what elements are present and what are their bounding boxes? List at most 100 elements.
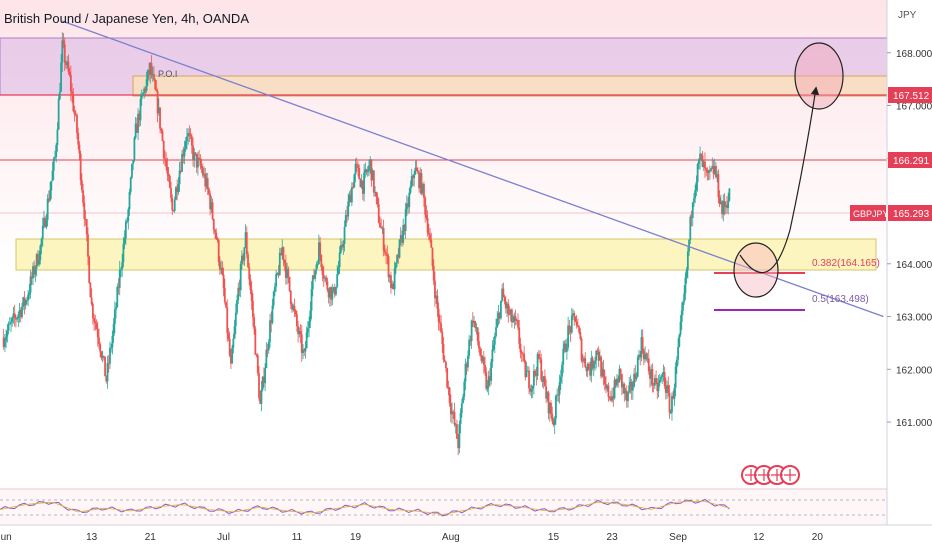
candle-body [493, 336, 496, 345]
candle-body [311, 275, 314, 290]
candle-body [138, 113, 141, 121]
candle-body [35, 254, 38, 269]
candle-body [585, 366, 588, 372]
candle-body [545, 386, 548, 399]
candle-body [256, 355, 259, 374]
candle-body [197, 157, 199, 168]
price-tick-label: 163.000 [896, 313, 932, 324]
candle-body [485, 371, 488, 389]
candle-body [88, 256, 91, 283]
candle-body [454, 424, 457, 426]
candle-body [491, 349, 494, 363]
candle-body [393, 268, 396, 290]
candle-body [447, 387, 450, 389]
candle-body [365, 169, 368, 172]
candle-body [79, 153, 82, 181]
symbol-label: GBPJPY [853, 209, 889, 219]
event-icons [741, 465, 800, 485]
candle-body [518, 327, 521, 344]
candle-body [570, 315, 573, 333]
candle-body [383, 250, 386, 253]
candle-body [234, 312, 237, 327]
candle-body [564, 343, 567, 352]
target-circle [794, 42, 844, 110]
candle-body [584, 358, 587, 367]
candle-body [446, 368, 449, 388]
time-tick-label: 11 [292, 532, 303, 543]
time-tick-label: 15 [548, 532, 560, 543]
candle-body [124, 221, 127, 239]
candle-body [723, 200, 726, 207]
candle-body [87, 234, 89, 257]
candle-body [544, 376, 546, 387]
candle-body [65, 62, 67, 66]
candle-body [338, 252, 341, 268]
candle-body [480, 355, 483, 361]
rsi-ma-line [0, 500, 730, 515]
candle-body [76, 114, 78, 133]
candle-body [267, 341, 270, 351]
candle-body [154, 79, 157, 90]
currency-label: JPY [898, 10, 917, 21]
candle-body [109, 347, 111, 364]
candle-body [408, 192, 411, 208]
candle-body [313, 275, 315, 279]
candle-body [6, 330, 9, 337]
candle-body [200, 165, 203, 169]
candle-body [546, 392, 549, 399]
candle-body [284, 263, 287, 278]
candle-body [448, 387, 451, 403]
candle-body [111, 335, 114, 348]
candle-body [335, 286, 337, 295]
candle-body [403, 224, 406, 232]
candle-body [425, 214, 428, 218]
candle-body [529, 388, 532, 392]
candle-body [127, 209, 130, 222]
candle-body [695, 182, 698, 191]
candle-body [708, 170, 711, 172]
candle-body [160, 128, 163, 131]
candle-body [495, 327, 497, 337]
candle-body [508, 313, 511, 315]
candle-body [176, 187, 179, 193]
candle-body [304, 348, 307, 352]
candle-body [66, 61, 69, 66]
candle-body [638, 354, 640, 358]
candle-body [522, 353, 524, 355]
candle-body [43, 218, 45, 226]
candle-body [684, 277, 687, 294]
candle-body [636, 357, 639, 377]
candle-body [223, 287, 226, 302]
candle-body [77, 132, 80, 145]
candle-body [468, 339, 471, 357]
candle-body [405, 203, 408, 210]
candle-body [420, 173, 423, 194]
candle-body [61, 40, 64, 63]
candle-body [177, 184, 180, 193]
candle-body [635, 376, 638, 379]
candle-body [557, 394, 560, 396]
candle-body [23, 297, 26, 306]
candle-body [281, 247, 284, 256]
candle-body [530, 388, 533, 392]
candle-body [465, 363, 468, 368]
candle-body [520, 352, 523, 354]
candle-body [666, 385, 668, 393]
candle-body [291, 303, 293, 310]
candle-body [627, 392, 629, 402]
trendline [62, 20, 884, 318]
candle-body [727, 200, 730, 208]
candle-body [126, 221, 128, 223]
candle-body [106, 363, 109, 382]
candle-body [60, 62, 62, 92]
candle-body [691, 202, 694, 219]
candle-body [168, 176, 171, 188]
candle-body [601, 368, 604, 377]
candle-body [156, 91, 159, 114]
candle-body [662, 371, 665, 375]
candle-body [445, 361, 447, 369]
candle-body [552, 421, 555, 425]
candle-body [600, 356, 603, 377]
candle-body [414, 167, 417, 175]
candle-body [436, 295, 439, 309]
